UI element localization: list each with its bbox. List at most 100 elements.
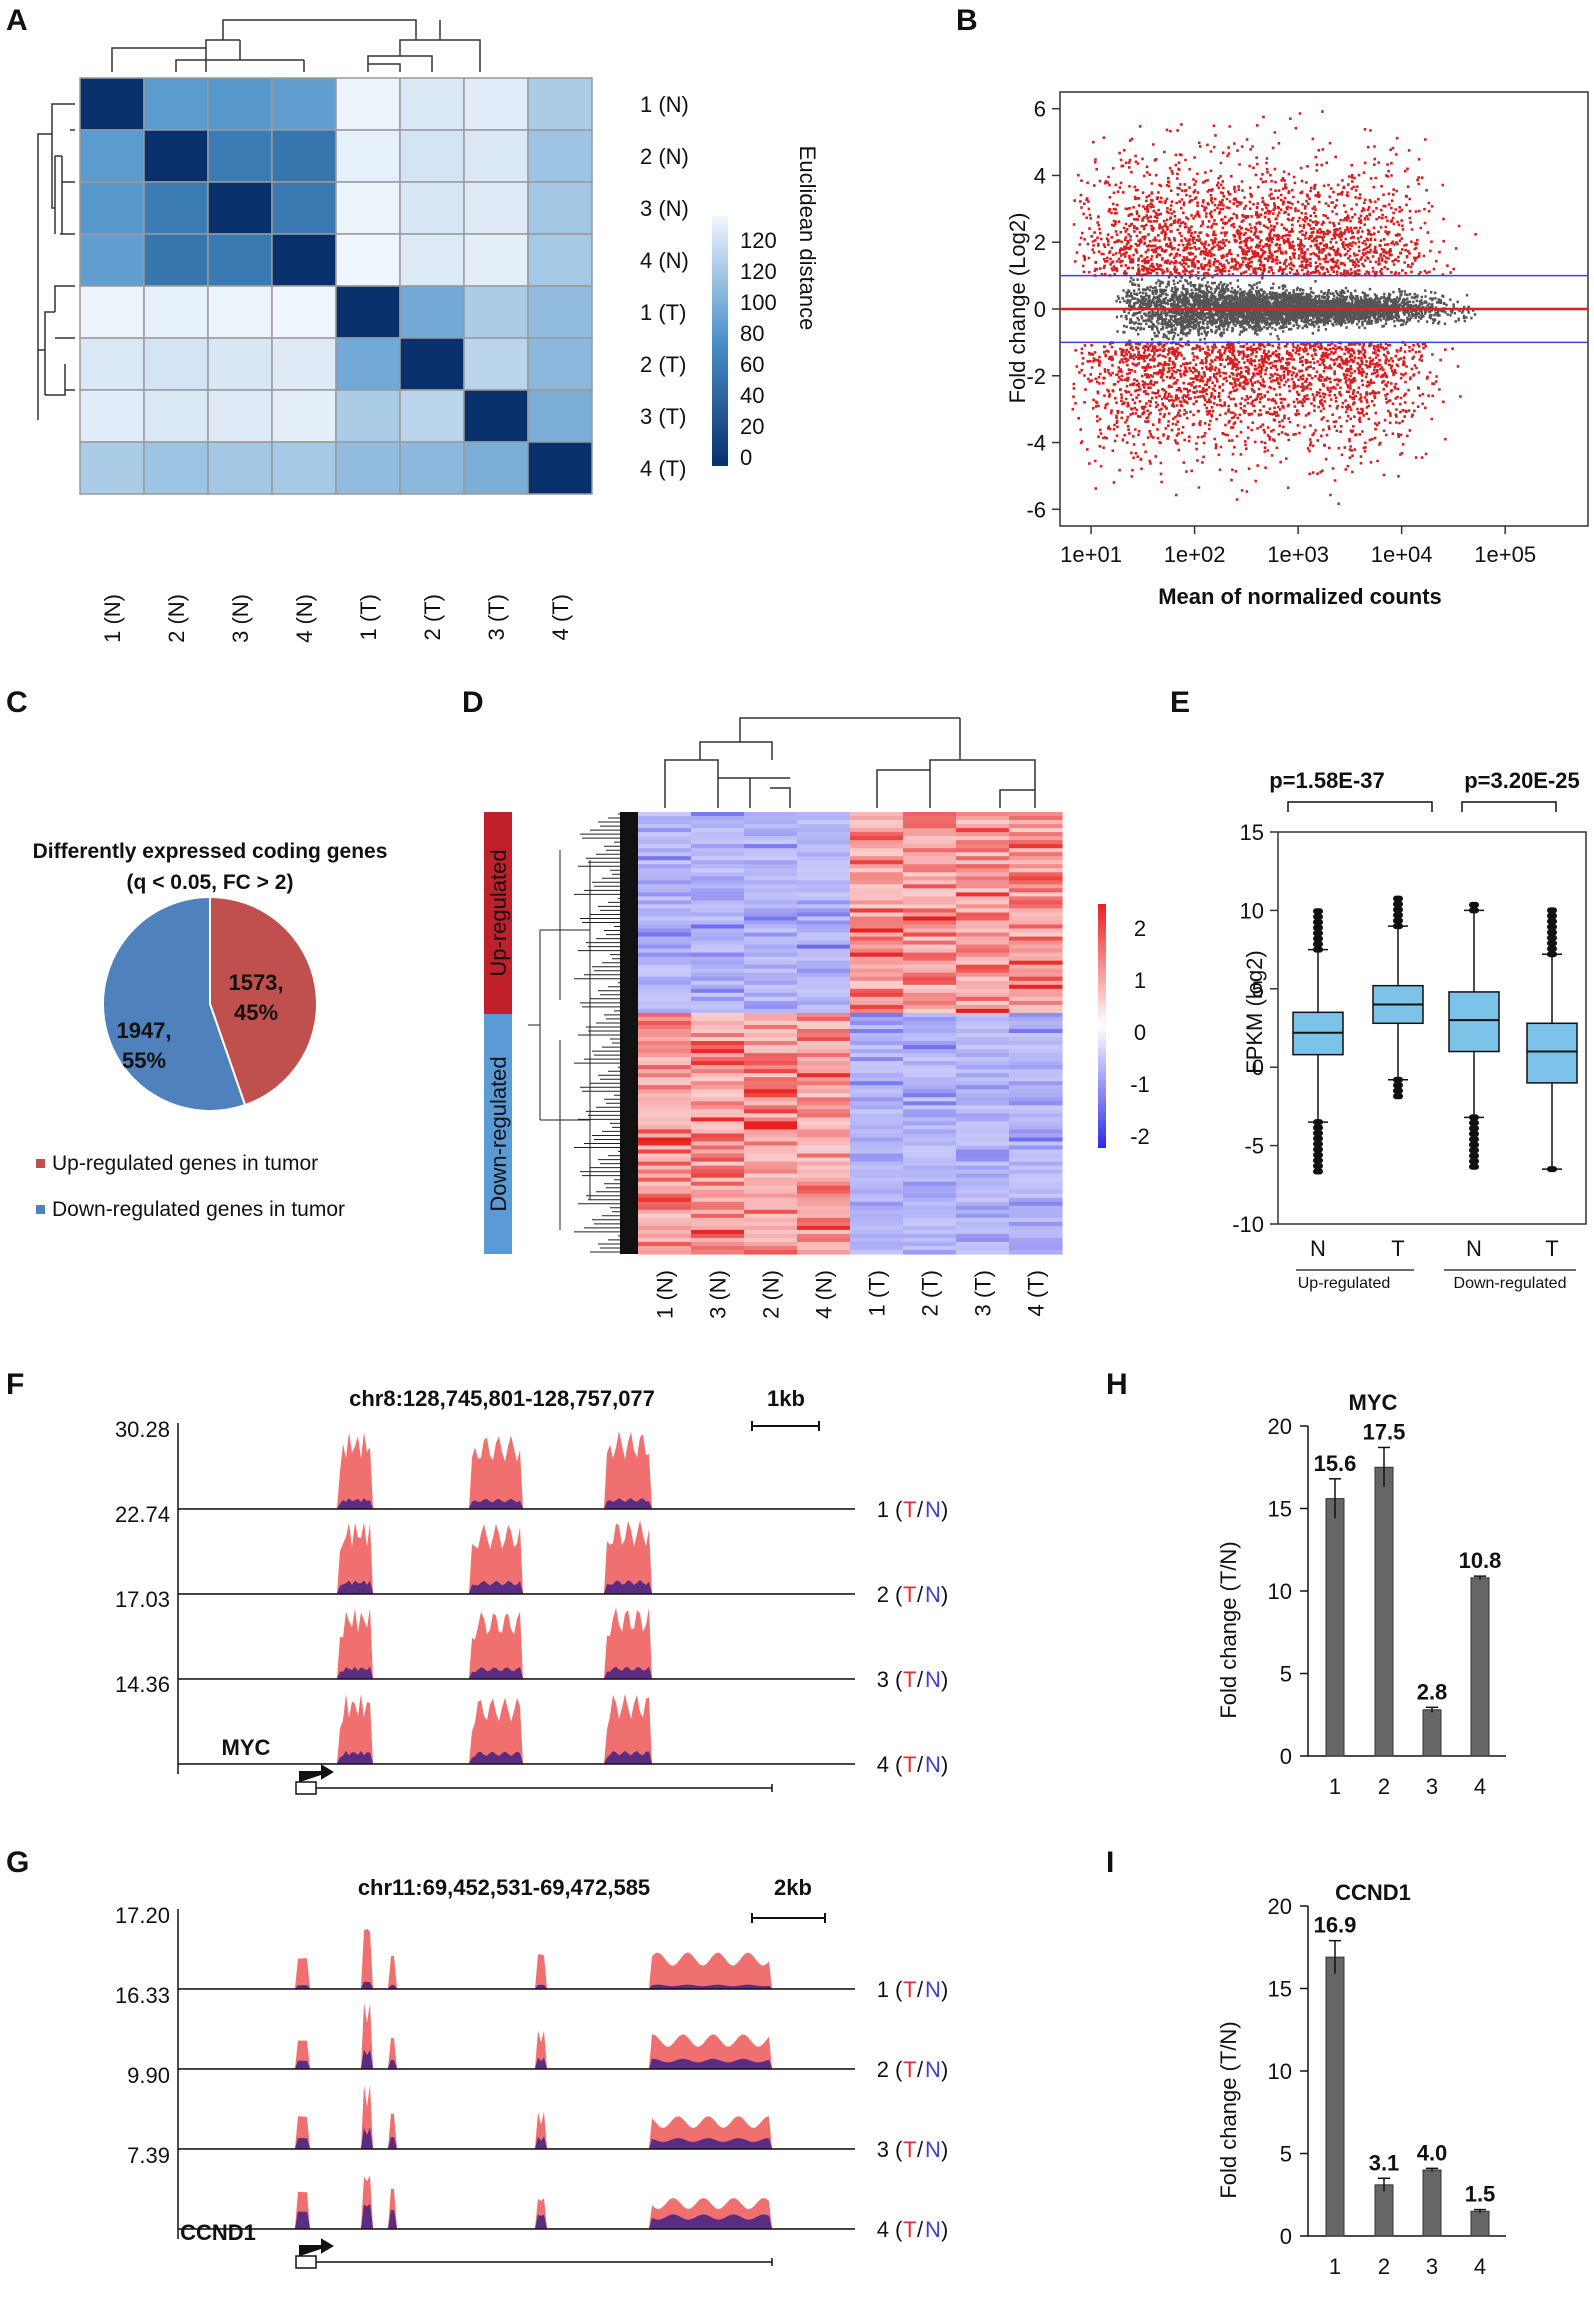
- d-cell: [956, 960, 1010, 966]
- d-cell: [850, 1161, 904, 1167]
- d-cell: [691, 992, 745, 998]
- panel-label-g: G: [6, 1846, 29, 1879]
- d-cell: [691, 1037, 745, 1042]
- d-cell: [903, 1049, 957, 1054]
- panel-label-h: H: [1106, 1368, 1128, 1401]
- d-cell: [850, 1097, 904, 1102]
- d-cell: [956, 828, 1010, 833]
- d-cell: [903, 1045, 957, 1050]
- d-cell: [1009, 992, 1063, 998]
- a-cell-0-1: [143, 77, 209, 131]
- d-cell: [638, 876, 692, 881]
- d-cell: [638, 932, 692, 938]
- a-colorbar-tick: 60: [740, 352, 764, 377]
- a-colorbar-label: Euclidean distance: [795, 146, 820, 331]
- d-cell: [850, 984, 904, 990]
- d-cell: [638, 1033, 692, 1038]
- d-cell: [903, 984, 957, 990]
- i-ylabel: Fold change (T/N): [1216, 2021, 1241, 2198]
- d-cell: [691, 916, 745, 922]
- d-cell: [1009, 976, 1063, 982]
- d-cell: [850, 1121, 904, 1126]
- d-cell: [744, 1033, 798, 1038]
- d-cell: [797, 964, 851, 970]
- d-cell: [691, 1201, 745, 1207]
- d-cell: [744, 964, 798, 970]
- d-cell: [1009, 1221, 1063, 1227]
- d-cell: [956, 1033, 1010, 1038]
- track-normal-signal: [178, 1666, 855, 1679]
- panel-e-boxplot: 15 10 5 0 -5 -10 N T N T: [1232, 801, 1587, 1271]
- d-cell: [638, 1105, 692, 1110]
- d-cell: [744, 1041, 798, 1046]
- d-cell: [638, 1185, 692, 1191]
- d-cell: [1009, 884, 1063, 889]
- d-cell: [903, 1020, 957, 1026]
- b-xtick-label: 1e+01: [1060, 542, 1122, 567]
- d-cell: [744, 1113, 798, 1118]
- d-cell: [691, 1133, 745, 1139]
- d-cell: [691, 1149, 745, 1155]
- d-cell: [850, 1113, 904, 1118]
- a-cell-3-1: [143, 233, 209, 287]
- d-cell: [744, 836, 798, 841]
- d-cell: [797, 1133, 851, 1139]
- d-cell: [850, 1145, 904, 1151]
- d-cell: [903, 1137, 957, 1143]
- d-cell: [744, 1181, 798, 1187]
- d-cell: [956, 900, 1010, 905]
- d-cell: [744, 824, 798, 829]
- d-cell: [744, 1097, 798, 1102]
- d-cell: [691, 1097, 745, 1102]
- track-range-label: 14.36: [115, 1672, 170, 1697]
- d-cell: [744, 932, 798, 938]
- d-col-label: 1 (T): [865, 1270, 890, 1316]
- d-cell: [1009, 1117, 1063, 1122]
- d-cell: [638, 872, 692, 877]
- d-cell: [638, 924, 692, 930]
- c-slice-up-pct: 45%: [234, 1000, 278, 1025]
- bar-value-label: 1.5: [1465, 2182, 1496, 2207]
- e-category-label: N: [1310, 1236, 1326, 1261]
- d-cell: [638, 824, 692, 829]
- panel-f-tracks: 30.281(T / N)22.742(T / N)17.033(T / N)14.364(…: [115, 1417, 948, 1795]
- e-group-up: Up-regulated: [1298, 1275, 1391, 1292]
- d-cell: [638, 1045, 692, 1050]
- d-cell: [850, 1037, 904, 1042]
- d-col-label: 3 (N): [706, 1270, 731, 1319]
- track-normal-signal: [178, 2127, 855, 2149]
- d-cell: [1009, 996, 1063, 1002]
- track-index: 1: [877, 1497, 889, 1522]
- d-cell: [797, 1189, 851, 1195]
- d-cell: [744, 1201, 798, 1207]
- d-cell: [691, 1000, 745, 1006]
- a-cell-7-2: [207, 441, 273, 495]
- d-cell: [691, 1181, 745, 1187]
- d-cell: [956, 1193, 1010, 1199]
- panel-label-c: C: [6, 686, 28, 719]
- d-cell: [797, 836, 851, 841]
- d-cell: [903, 932, 957, 938]
- d-cell: [956, 868, 1010, 873]
- d-cell: [797, 828, 851, 833]
- d-cell: [903, 996, 957, 1002]
- a-cell-3-6: [463, 233, 529, 287]
- d-cell: [691, 896, 745, 901]
- d-cell: [850, 1181, 904, 1187]
- d-cell: [691, 1161, 745, 1167]
- track-range-label: 17.20: [115, 1903, 170, 1928]
- a-row-label: 2 (N): [640, 144, 689, 169]
- d-cell: [691, 928, 745, 934]
- a-cell-5-7: [527, 337, 593, 391]
- d-cell: [691, 1189, 745, 1195]
- track-t-letter: T: [903, 1582, 916, 1607]
- d-cell: [744, 1197, 798, 1203]
- d-cell: [691, 1093, 745, 1098]
- b-xtick-label: 1e+02: [1164, 542, 1226, 567]
- d-cell: [956, 1201, 1010, 1207]
- d-cell: [1009, 1181, 1063, 1187]
- d-cell: [744, 956, 798, 962]
- d-cell: [850, 1157, 904, 1163]
- d-cell: [797, 1125, 851, 1130]
- d-cell: [903, 892, 957, 897]
